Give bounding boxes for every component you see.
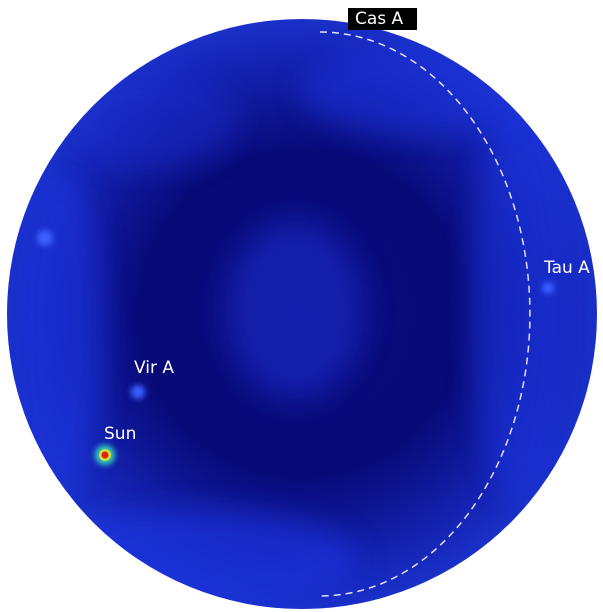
source-label: Vir A xyxy=(134,358,174,378)
source-label: Sun xyxy=(104,424,136,444)
label-box xyxy=(348,8,417,30)
source-label: Tau A xyxy=(543,258,590,278)
source-label: Cas A xyxy=(355,9,404,29)
horizon-arc xyxy=(319,31,531,597)
